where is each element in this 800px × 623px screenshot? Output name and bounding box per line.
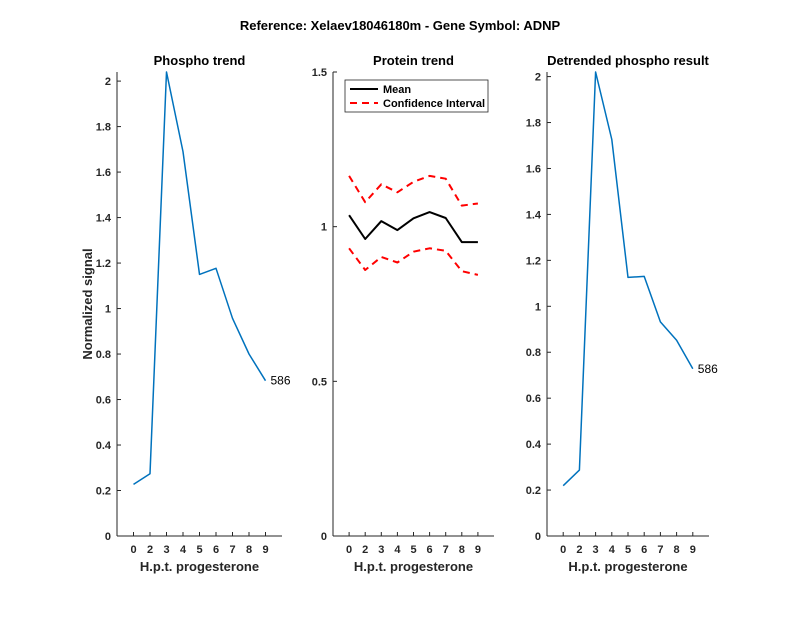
y-tick-label: 1.2 bbox=[96, 258, 111, 270]
x-axis-label: H.p.t. progesterone bbox=[140, 559, 259, 574]
x-tick-label: 8 bbox=[459, 544, 465, 556]
panel-title: Detrended phospho result bbox=[547, 53, 709, 68]
series-annotation: 586 bbox=[271, 374, 291, 388]
x-tick-label: 2 bbox=[362, 544, 368, 556]
x-tick-label: 4 bbox=[394, 544, 401, 556]
figure-title: Reference: Xelaev18046180m - Gene Symbol… bbox=[240, 18, 561, 33]
y-tick-label: 0.4 bbox=[526, 439, 542, 451]
y-tick-label: 1.5 bbox=[312, 67, 327, 79]
y-axis-label: Normalized signal bbox=[80, 248, 95, 359]
y-tick-label: 1.2 bbox=[526, 255, 541, 267]
x-tick-label: 0 bbox=[130, 544, 136, 556]
x-tick-label: 7 bbox=[657, 544, 663, 556]
y-tick-label: 1.8 bbox=[96, 122, 111, 134]
x-tick-label: 9 bbox=[262, 544, 268, 556]
x-tick-label: 3 bbox=[163, 544, 169, 556]
x-tick-label: 7 bbox=[229, 544, 235, 556]
y-tick-label: 0.2 bbox=[96, 486, 111, 498]
series-line-586 bbox=[562, 71, 694, 487]
series-line-confidence-interval-upper bbox=[348, 174, 479, 207]
y-tick-label: 1 bbox=[321, 222, 327, 234]
y-tick-label: 0.6 bbox=[526, 393, 541, 405]
x-tick-label: 8 bbox=[674, 544, 680, 556]
x-tick-label: 2 bbox=[147, 544, 153, 556]
x-tick-label: 0 bbox=[346, 544, 352, 556]
y-tick-label: 0 bbox=[105, 531, 111, 543]
y-tick-label: 1.4 bbox=[526, 209, 542, 221]
y-tick-label: 0 bbox=[321, 531, 327, 543]
x-tick-label: 6 bbox=[427, 544, 433, 556]
x-tick-label: 5 bbox=[625, 544, 631, 556]
x-tick-label: 5 bbox=[410, 544, 416, 556]
y-tick-label: 1.6 bbox=[96, 167, 111, 179]
legend-ci-label: Confidence Interval bbox=[383, 98, 485, 110]
legend-box bbox=[344, 79, 489, 113]
x-tick-label: 7 bbox=[443, 544, 449, 556]
y-tick-label: 0.6 bbox=[96, 395, 111, 407]
y-tick-label: 1 bbox=[105, 304, 111, 316]
series-line-586 bbox=[133, 71, 267, 486]
y-tick-label: 1 bbox=[535, 301, 541, 313]
x-tick-label: 5 bbox=[196, 544, 202, 556]
y-tick-label: 1.4 bbox=[96, 213, 112, 225]
x-tick-label: 3 bbox=[593, 544, 599, 556]
x-tick-label: 4 bbox=[180, 544, 187, 556]
y-tick-label: 0.8 bbox=[526, 347, 541, 359]
x-tick-label: 4 bbox=[609, 544, 616, 556]
y-tick-label: 2 bbox=[535, 72, 541, 84]
panel-title: Protein trend bbox=[373, 53, 454, 68]
legend-mean-label: Mean bbox=[383, 84, 411, 96]
y-tick-label: 0.2 bbox=[526, 485, 541, 497]
series-line-mean bbox=[348, 211, 478, 244]
series-line-confidence-interval-lower bbox=[348, 247, 479, 276]
x-axis-label: H.p.t. progesterone bbox=[354, 559, 473, 574]
y-tick-label: 0.8 bbox=[96, 349, 111, 361]
y-tick-label: 0.5 bbox=[312, 376, 327, 388]
x-tick-label: 6 bbox=[641, 544, 647, 556]
x-tick-label: 9 bbox=[475, 544, 481, 556]
y-tick-label: 1.8 bbox=[526, 118, 541, 130]
series-annotation: 586 bbox=[698, 362, 718, 376]
panel-title: Phospho trend bbox=[154, 53, 246, 68]
x-axis-label: H.p.t. progesterone bbox=[568, 559, 687, 574]
x-tick-label: 0 bbox=[560, 544, 566, 556]
y-tick-label: 2 bbox=[105, 76, 111, 88]
x-tick-label: 2 bbox=[576, 544, 582, 556]
x-tick-label: 6 bbox=[213, 544, 219, 556]
y-tick-label: 0 bbox=[535, 531, 541, 543]
x-tick-label: 3 bbox=[378, 544, 384, 556]
y-tick-label: 0.4 bbox=[96, 440, 112, 452]
y-tick-label: 1.6 bbox=[526, 163, 541, 175]
x-tick-label: 8 bbox=[246, 544, 252, 556]
x-tick-label: 9 bbox=[690, 544, 696, 556]
